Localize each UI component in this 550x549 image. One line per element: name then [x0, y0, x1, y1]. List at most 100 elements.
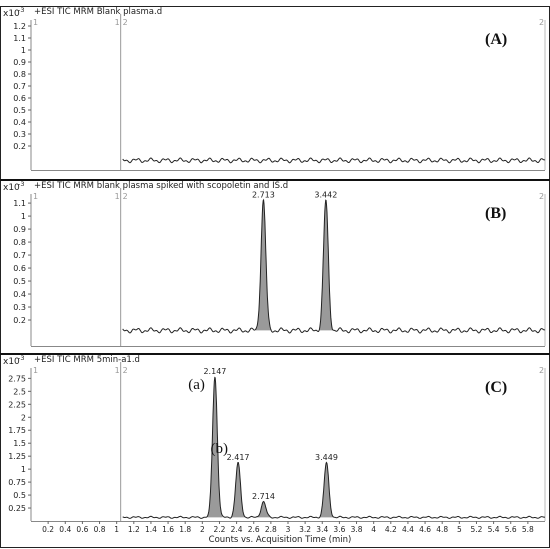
peak-label: 2.713 — [252, 190, 275, 199]
y-tick-label: 0.6 — [13, 264, 26, 273]
y-tick-label: 0.5 — [13, 277, 26, 286]
x-tick-label: 1.8 — [179, 525, 191, 534]
y-tick-label: 0.2 — [13, 142, 26, 151]
x-tick-label: 3.4 — [316, 525, 328, 534]
segment-marker: 1 — [33, 192, 38, 201]
scale-exponent: -3 — [18, 180, 24, 188]
panel-c: x10-3 +ESI TIC MRM 5min-a1.d1 1 2 20.250.50.… — [0, 353, 550, 545]
x-tick-label: 1 — [114, 525, 119, 534]
x-tick-label: 1.2 — [128, 525, 140, 534]
panel-title: +ESI TIC MRM 5min-a1.d — [34, 355, 140, 365]
segment-marker: 1 — [33, 18, 38, 27]
segment-marker: 2 — [123, 18, 128, 27]
x-tick-label: 0.2 — [42, 525, 54, 534]
y-tick-label: 2.5 — [13, 387, 26, 396]
panel-label: (A) — [485, 31, 507, 48]
y-tick-label: 1.1 — [13, 34, 26, 43]
peak-letter: (b) — [211, 441, 229, 457]
y-tick-label: 0.9 — [13, 58, 26, 67]
y-tick-label: 0.7 — [13, 251, 26, 260]
y-tick-label: 2 — [21, 413, 26, 422]
x-tick-label: 3.8 — [351, 525, 363, 534]
peak-area — [255, 501, 271, 518]
y-tick-label: 0.3 — [13, 130, 26, 139]
x-tick-label: 1.4 — [145, 525, 157, 534]
scale-label: x10 — [3, 9, 20, 19]
y-tick-label: 1.2 — [13, 22, 26, 31]
peak-label: 2.417 — [227, 453, 250, 462]
y-tick-label: 0.8 — [13, 70, 26, 79]
x-tick-label: 5.6 — [505, 525, 517, 534]
y-tick-label: 0.8 — [13, 238, 26, 247]
x-tick-label: 3.2 — [299, 525, 311, 534]
x-tick-label: 2.8 — [265, 525, 277, 534]
segment-marker: 2 — [123, 366, 128, 375]
x-tick-label: 2 — [200, 525, 205, 534]
scale-label: x10 — [3, 183, 20, 193]
x-tick-label: 5.2 — [470, 525, 482, 534]
y-tick-label: 0.9 — [13, 225, 26, 234]
panel-a: x10-3 +ESI TIC MRM Blank plasma.d1 1 2 20.20… — [3, 6, 546, 171]
y-tick-label: 0.4 — [13, 290, 26, 299]
x-tick-label: 2.2 — [213, 525, 225, 534]
y-tick-label: 1 — [21, 212, 26, 221]
peak-label: 2.714 — [252, 492, 275, 501]
figure-frame — [0, 6, 550, 548]
x-tick-label: 4.8 — [436, 525, 448, 534]
y-tick-label: 1.1 — [13, 199, 26, 208]
y-tick-label: 0.4 — [13, 118, 26, 127]
y-tick-label: 0.5 — [13, 491, 26, 500]
x-tick-label: 2.6 — [248, 525, 260, 534]
segment-marker: 1 — [115, 366, 120, 375]
scale-exponent: -3 — [18, 6, 24, 14]
y-tick-label: 0.75 — [8, 478, 26, 487]
x-tick-label: 0.4 — [59, 525, 71, 534]
panel-title: +ESI TIC MRM blank plasma spiked with sc… — [34, 181, 288, 191]
peak-label: 3.442 — [314, 190, 337, 199]
x-tick-label: 4 — [371, 525, 376, 534]
x-tick-label: 5.8 — [522, 525, 534, 534]
x-tick-label: 2.4 — [231, 525, 243, 534]
x-tick-label: 0.6 — [76, 525, 88, 534]
segment-marker: 1 — [115, 192, 120, 201]
segment-marker: 2 — [123, 192, 128, 201]
trace-line — [122, 198, 546, 334]
panel-b: x10-3 +ESI TIC MRM blank plasma spiked wi… — [0, 179, 550, 347]
scale-label: x10 — [3, 357, 20, 367]
y-tick-label: 0.7 — [13, 82, 26, 91]
x-tick-label: 5 — [457, 525, 462, 534]
segment-marker: 2 — [539, 18, 544, 27]
x-tick-label: 3.6 — [333, 525, 345, 534]
y-tick-label: 2.25 — [8, 400, 26, 409]
panel-title: +ESI TIC MRM Blank plasma.d — [34, 7, 162, 17]
x-tick-label: 5.4 — [488, 525, 500, 534]
segment-marker: 1 — [115, 18, 120, 27]
peak-label: 2.147 — [203, 367, 226, 376]
trace-line — [122, 157, 546, 164]
scale-exponent: -3 — [18, 354, 24, 362]
y-tick-label: 1.25 — [8, 452, 26, 461]
segment-marker: 2 — [539, 192, 544, 201]
trace-line — [122, 376, 545, 519]
y-tick-label: 1.5 — [13, 439, 26, 448]
peak-label: 3.449 — [315, 453, 338, 462]
segment-marker: 1 — [33, 366, 38, 375]
y-tick-label: 1 — [21, 465, 26, 474]
y-tick-label: 0.5 — [13, 106, 26, 115]
y-tick-label: 0.25 — [8, 504, 26, 513]
y-tick-label: 0.3 — [13, 303, 26, 312]
x-tick-label: 1.6 — [162, 525, 174, 534]
x-tick-label: 0.8 — [94, 525, 106, 534]
segment-marker: 2 — [539, 366, 544, 375]
peak-letter: (a) — [188, 377, 205, 393]
x-tick-label: 4.6 — [419, 525, 431, 534]
x-tick-label: 4.2 — [385, 525, 397, 534]
y-tick-label: 0.6 — [13, 94, 26, 103]
x-axis-label: Counts vs. Acquisition Time (min) — [209, 535, 352, 545]
panel-label: (C) — [485, 379, 507, 396]
x-tick-label: 3 — [286, 525, 291, 534]
y-tick-label: 1 — [21, 46, 26, 55]
y-tick-label: 0.2 — [13, 316, 26, 325]
y-tick-label: 1.75 — [8, 426, 26, 435]
